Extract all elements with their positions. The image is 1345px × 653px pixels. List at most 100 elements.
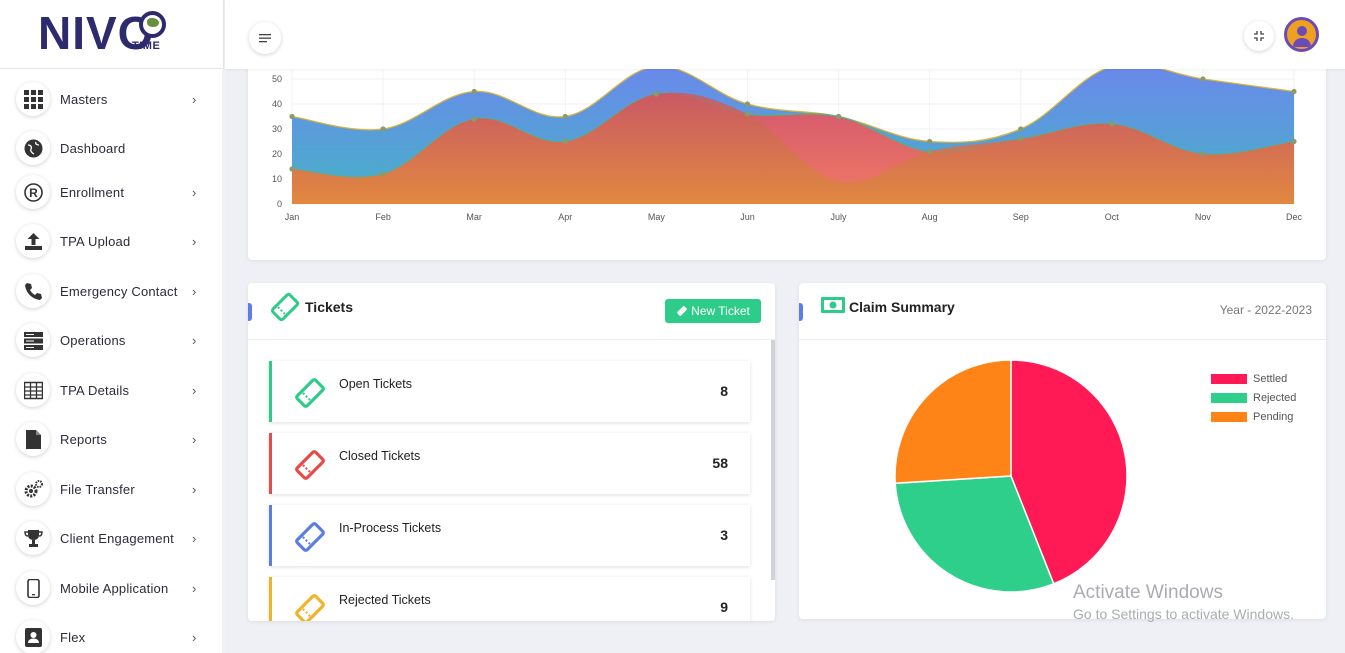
sidebar-item-tpa-upload[interactable]: TPA Upload › [0, 221, 222, 261]
sidebar-item-label: Emergency Contact [60, 283, 178, 299]
chevron-right-icon: › [192, 629, 197, 645]
pie-slice-pending[interactable] [894, 359, 1012, 485]
sidebar-item-label: Reports [60, 431, 107, 447]
menu-toggle-button[interactable] [249, 22, 281, 54]
ticket-count: 9 [720, 599, 728, 615]
chevron-right-icon: › [192, 332, 197, 348]
sidebar-item-flex[interactable]: Flex › [0, 617, 222, 653]
x-tick-label: Jun [740, 212, 755, 222]
y-tick-label: 40 [272, 99, 282, 109]
x-tick-label: Nov [1195, 212, 1212, 222]
ticket-icon [295, 594, 325, 621]
x-tick-label: Feb [375, 212, 391, 222]
claim-summary-title: Claim Summary [849, 299, 955, 315]
chevron-right-icon: › [192, 382, 197, 398]
legend-label: Pending [1253, 410, 1294, 423]
sidebar-scrollbar[interactable] [222, 69, 225, 653]
watermark-line1: Activate Windows [1073, 582, 1223, 603]
logo-globe-icon [139, 11, 166, 38]
ticket-row-closed-tickets[interactable]: Closed Tickets 58 [269, 433, 750, 494]
money-bill-icon [821, 297, 845, 313]
ticket-header-icon [270, 292, 300, 322]
x-tick-label: May [648, 212, 666, 222]
grid-icon [16, 82, 50, 116]
ticket-row-in-process-tickets[interactable]: In-Process Tickets 3 [269, 505, 750, 566]
area-chart: 0 10 20 30 40 50 Jan Feb Mar Apr May Jun July Aug Sep O… [272, 63, 1303, 222]
user-avatar[interactable] [1284, 17, 1319, 52]
tickets-card: Tickets New Ticket Open Tickets 8 Closed T… [248, 283, 775, 621]
menu-lines-icon [259, 34, 271, 43]
x-tick-label: Apr [558, 212, 572, 222]
sidebar-item-mobile-application[interactable]: Mobile Application › [0, 568, 222, 608]
x-tick-label: Dec [1286, 212, 1303, 222]
sidebar-item-reports[interactable]: Reports › [0, 419, 222, 459]
data-point [380, 171, 386, 177]
data-point [653, 91, 659, 97]
sidebar-item-label: Enrollment [60, 184, 125, 200]
legend-label: Rejected [1253, 391, 1297, 404]
sidebar-item-label: TPA Details [60, 382, 130, 398]
upload-icon [16, 224, 50, 258]
data-point [380, 126, 386, 132]
ticket-row-open-tickets[interactable]: Open Tickets 8 [269, 361, 750, 422]
ticket-label: In-Process Tickets [339, 521, 442, 535]
chevron-right-icon: › [192, 283, 197, 299]
user-icon [1292, 25, 1311, 47]
area-chart-card: 0 10 20 30 40 50 Jan Feb Mar Apr May Jun July Aug Sep O… [248, 40, 1326, 260]
compress-icon [1254, 31, 1264, 41]
ticket-row-rejected-tickets[interactable]: Rejected Tickets 9 [269, 577, 750, 621]
ticket-icon [295, 378, 325, 408]
claim-card-header: Claim Summary Year - 2022-2023 [799, 283, 1326, 340]
watermark-line2: Go to Settings to activate Windows. [1073, 606, 1294, 622]
sidebar-item-file-transfer[interactable]: File Transfer › [0, 469, 222, 509]
data-point [1291, 138, 1297, 145]
legend-swatch [1211, 392, 1247, 403]
pie-slice-settled[interactable] [1010, 359, 1128, 585]
data-point [744, 111, 751, 117]
sidebar-item-tpa-details[interactable]: TPA Details › [0, 370, 222, 410]
series-area-2 [292, 92, 1294, 204]
ticket-count: 3 [720, 527, 728, 543]
legend-item[interactable]: Settled [1211, 369, 1296, 388]
exit-fullscreen-button[interactable] [1244, 21, 1274, 51]
new-ticket-button[interactable]: New Ticket [665, 299, 761, 323]
ticket-icon [295, 522, 325, 552]
sidebar-item-operations[interactable]: Operations › [0, 320, 222, 360]
ticket-count: 58 [712, 455, 728, 471]
data-point [289, 113, 295, 120]
legend-item[interactable]: Pending [1211, 407, 1296, 426]
ticket-icon [295, 450, 325, 480]
chevron-right-icon: › [192, 580, 197, 596]
sidebar-item-emergency-contact[interactable]: Emergency Contact › [0, 271, 222, 311]
data-point [562, 113, 568, 120]
y-tick-label: 20 [272, 149, 282, 159]
mobile-icon [16, 571, 50, 605]
sidebar: NIVO TIME Masters › Dashboard R Enrollment › T… [0, 0, 225, 653]
logo[interactable]: NIVO TIME [0, 0, 223, 69]
ticket-label: Rejected Tickets [339, 593, 431, 607]
chevron-right-icon: › [192, 91, 197, 107]
ticket-list-scrollbar[interactable] [771, 340, 775, 580]
sidebar-item-masters[interactable]: Masters › [0, 79, 222, 119]
svg-text:R: R [29, 186, 38, 200]
x-tick-label: July [831, 212, 848, 222]
data-point [289, 166, 295, 172]
legend-label: Settled [1253, 372, 1288, 385]
claim-year: Year - 2022-2023 [1219, 303, 1312, 317]
id-card-icon [16, 620, 50, 653]
legend-item[interactable]: Rejected [1211, 388, 1296, 407]
chevron-right-icon: › [192, 481, 197, 497]
y-tick-label: 10 [272, 174, 282, 184]
sidebar-item-client-engagement[interactable]: Client Engagement › [0, 518, 222, 558]
sidebar-item-enrollment[interactable]: R Enrollment › [0, 172, 222, 212]
pie-slice-rejected[interactable] [894, 475, 1055, 593]
y-tick-label: 0 [277, 199, 282, 209]
claim-summary-card: Claim Summary Year - 2022-2023 Settled Re… [799, 283, 1326, 619]
data-point [744, 101, 751, 107]
sidebar-item-dashboard[interactable]: Dashboard [0, 128, 222, 168]
chevron-right-icon: › [192, 530, 197, 546]
legend-swatch [1211, 411, 1247, 422]
sidebar-item-label: Flex [60, 629, 86, 645]
chevron-right-icon: › [192, 233, 197, 249]
data-point [471, 88, 477, 95]
